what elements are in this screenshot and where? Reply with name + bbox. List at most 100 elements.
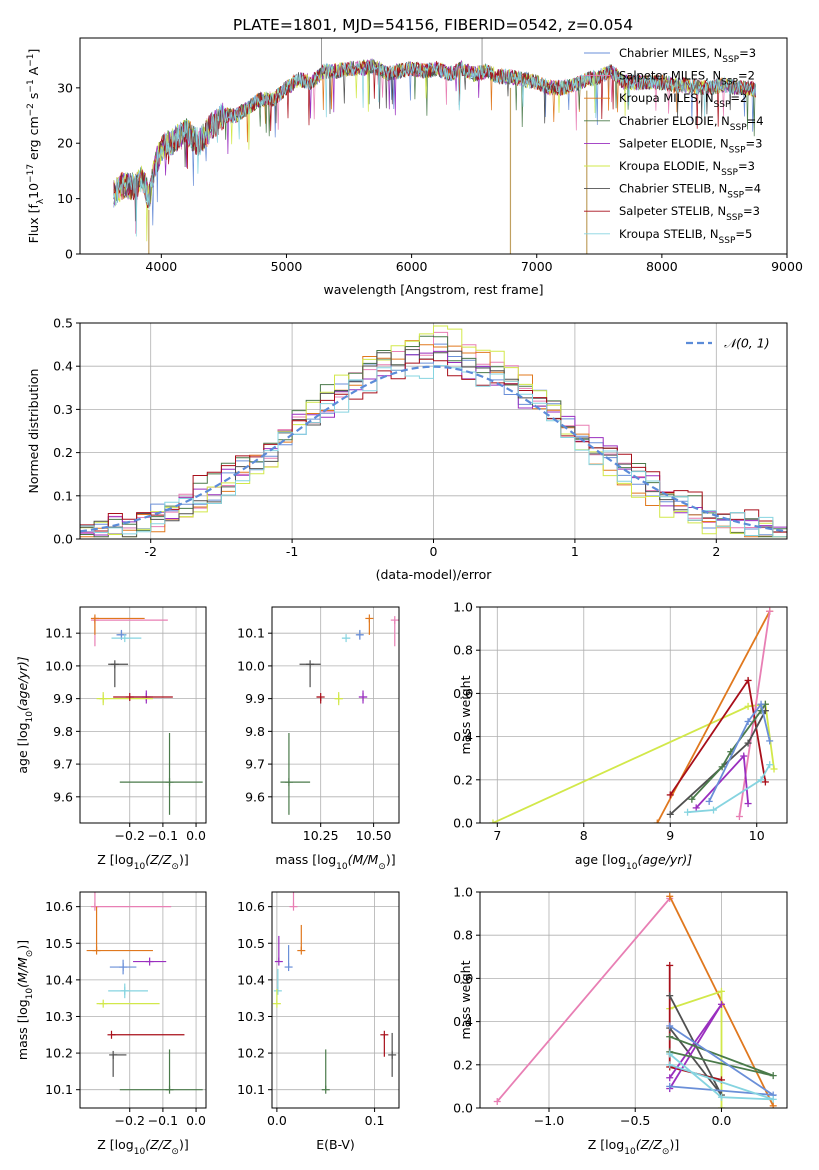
y-tick-label: 0.2: [453, 1057, 473, 1072]
y-tick-label: 1.0: [453, 885, 473, 900]
plot-area: [489, 607, 778, 823]
plot-area: [493, 892, 777, 1108]
y-tick-label: 30: [57, 80, 73, 95]
plot-area: [280, 614, 399, 815]
axes-frame: [479, 606, 788, 824]
x-axis-label: mass [log10(M/M⊙)]: [275, 852, 395, 872]
y-tick-label: 9.8: [245, 724, 265, 739]
legend-label: Chabrier STELIB, NSSP=4: [619, 182, 761, 201]
legend-label: Chabrier ELODIE, NSSP=4: [619, 114, 764, 133]
y-axis-label: Flux [fλ10−17 erg cm−2 s−1 A−1]: [26, 49, 46, 244]
legend-label: Kroupa STELIB, NSSP=5: [619, 227, 752, 246]
legend-label: Chabrier MILES, NSSP=3: [619, 46, 756, 65]
y-axis-label: mass weight: [458, 675, 473, 754]
y-tick-label: 10.4: [237, 972, 265, 987]
x-tick-label: 5000: [271, 259, 303, 274]
x-tick-label: 4000: [145, 259, 177, 274]
x-tick-label: −0.1: [148, 1113, 178, 1128]
y-tick-label: 0.1: [53, 488, 73, 503]
histogram-series: [80, 325, 787, 538]
spectrum-model-line: [113, 58, 757, 237]
y-tick-label: 0.4: [453, 1014, 473, 1029]
weight-vs-age-panel: 7 8 9 10 0.0 0.2 0.4 0.6 0.8 1.0 age [log10(age/yr…: [453, 600, 788, 872]
y-tick-label: 9.6: [245, 789, 265, 804]
y-tick-label: 9.9: [245, 691, 265, 706]
legend-label: Kroupa MILES, NSSP=2: [619, 91, 747, 110]
x-tick-label: 0.1: [365, 1113, 385, 1128]
normal-reference-curve: [80, 365, 787, 533]
x-axis-label: (data-model)/error: [376, 567, 493, 582]
y-tick-label: 10.1: [45, 626, 73, 641]
y-tick-label: 0.2: [53, 445, 73, 460]
series-line: [669, 1053, 774, 1101]
residuals-panel: -2 -1 0 1 2 0.0 0.1 0.2 0.3 0.4 0.5 (data-model)/er…: [26, 316, 788, 582]
histogram-series: [80, 358, 787, 534]
y-tick-label: 0.6: [453, 971, 473, 986]
x-tick-label: 0.0: [186, 828, 206, 843]
y-axis-label: Normed distribution: [26, 369, 41, 494]
plot-area: [80, 325, 787, 538]
legend: Chabrier MILES, NSSP=3 Salpeter MILES, NS…: [584, 46, 764, 246]
x-tick-label: -2: [144, 544, 156, 559]
y-tick-label: 10.5: [237, 936, 265, 951]
x-axis-label: wavelength [Angstrom, rest frame]: [323, 282, 543, 297]
figure-title: PLATE=1801, MJD=54156, FIBERID=0542, z=0…: [233, 16, 633, 34]
y-tick-label: 0.4: [53, 359, 73, 374]
x-tick-label: 9000: [771, 259, 803, 274]
y-tick-label: 10.6: [237, 899, 265, 914]
x-tick-label: 10.25: [303, 828, 339, 843]
x-tick-label: −0.5: [620, 1113, 650, 1128]
y-axis-label: age [log10(age/yr)]: [15, 656, 35, 773]
x-axis-label: Z [log10(Z/Z⊙)]: [97, 1137, 188, 1157]
y-tick-label: 10.3: [237, 1009, 265, 1024]
y-tick-label: 9.7: [245, 757, 265, 772]
y-tick-label: 0.6: [453, 686, 473, 701]
x-tick-label: 0.0: [186, 1113, 206, 1128]
x-tick-label: 0: [430, 544, 438, 559]
x-tick-label: −1.0: [534, 1113, 564, 1128]
y-axis-label: mass weight: [458, 960, 473, 1039]
series-line: [496, 897, 671, 1103]
histogram-series: [80, 365, 787, 538]
axes-frame: [79, 606, 207, 824]
y-tick-label: 10.3: [45, 1009, 73, 1024]
plot-area: [113, 38, 757, 254]
x-tick-label: −0.2: [115, 1113, 145, 1128]
x-tick-label: 7000: [521, 259, 553, 274]
series-line: [687, 764, 771, 814]
y-tick-label: 10.0: [237, 658, 265, 673]
y-tick-label: 1.0: [453, 600, 473, 615]
x-axis-label: Z [log10(Z/Z⊙)]: [588, 1137, 679, 1157]
y-tick-label: 9.9: [53, 691, 73, 706]
y-tick-label: 10.6: [45, 899, 73, 914]
mass-vs-ebv-panel: 0.0 0.1 10.1 10.2 10.3 10.4 10.5 10.6 E(B-V): [237, 891, 400, 1152]
legend-label: Salpeter ELODIE, NSSP=3: [619, 136, 762, 155]
x-tick-label: -1: [286, 544, 298, 559]
age-vs-z-panel: −0.2 −0.1 0.0 9.6 9.7 9.8 9.9 10.0 10.1 Z [log10(…: [15, 606, 207, 872]
y-tick-label: 0.8: [453, 928, 473, 943]
y-tick-label: 10.1: [237, 1082, 265, 1097]
y-tick-label: 0.5: [53, 316, 73, 331]
y-tick-label: 10.2: [237, 1046, 265, 1061]
y-tick-label: 9.8: [53, 724, 73, 739]
plot-area: [272, 892, 397, 1094]
y-tick-label: 0.8: [453, 643, 473, 658]
axes-frame: [79, 37, 788, 255]
histogram-series: [80, 349, 787, 538]
x-tick-label: −0.1: [148, 828, 178, 843]
age-vs-mass-panel: 10.25 10.50 9.6 9.7 9.8 9.9 10.0 10.1 mass [log1…: [237, 606, 400, 872]
legend-label: Salpeter MILES, NSSP=2: [619, 69, 755, 88]
y-tick-label: 0.2: [453, 772, 473, 787]
legend-label: 𝒩(0, 1): [724, 336, 770, 351]
y-tick-label: 10.1: [237, 626, 265, 641]
y-tick-label: 0.0: [453, 816, 473, 831]
x-tick-label: 2: [712, 544, 720, 559]
y-tick-label: 10.1: [45, 1082, 73, 1097]
y-tick-label: 0.0: [53, 532, 73, 547]
y-tick-label: 20: [57, 136, 73, 151]
x-tick-label: 8000: [646, 259, 678, 274]
axes-frame: [271, 606, 400, 824]
y-tick-label: 9.7: [53, 757, 73, 772]
x-tick-label: 10.50: [356, 828, 392, 843]
y-tick-label: 0.3: [53, 402, 73, 417]
